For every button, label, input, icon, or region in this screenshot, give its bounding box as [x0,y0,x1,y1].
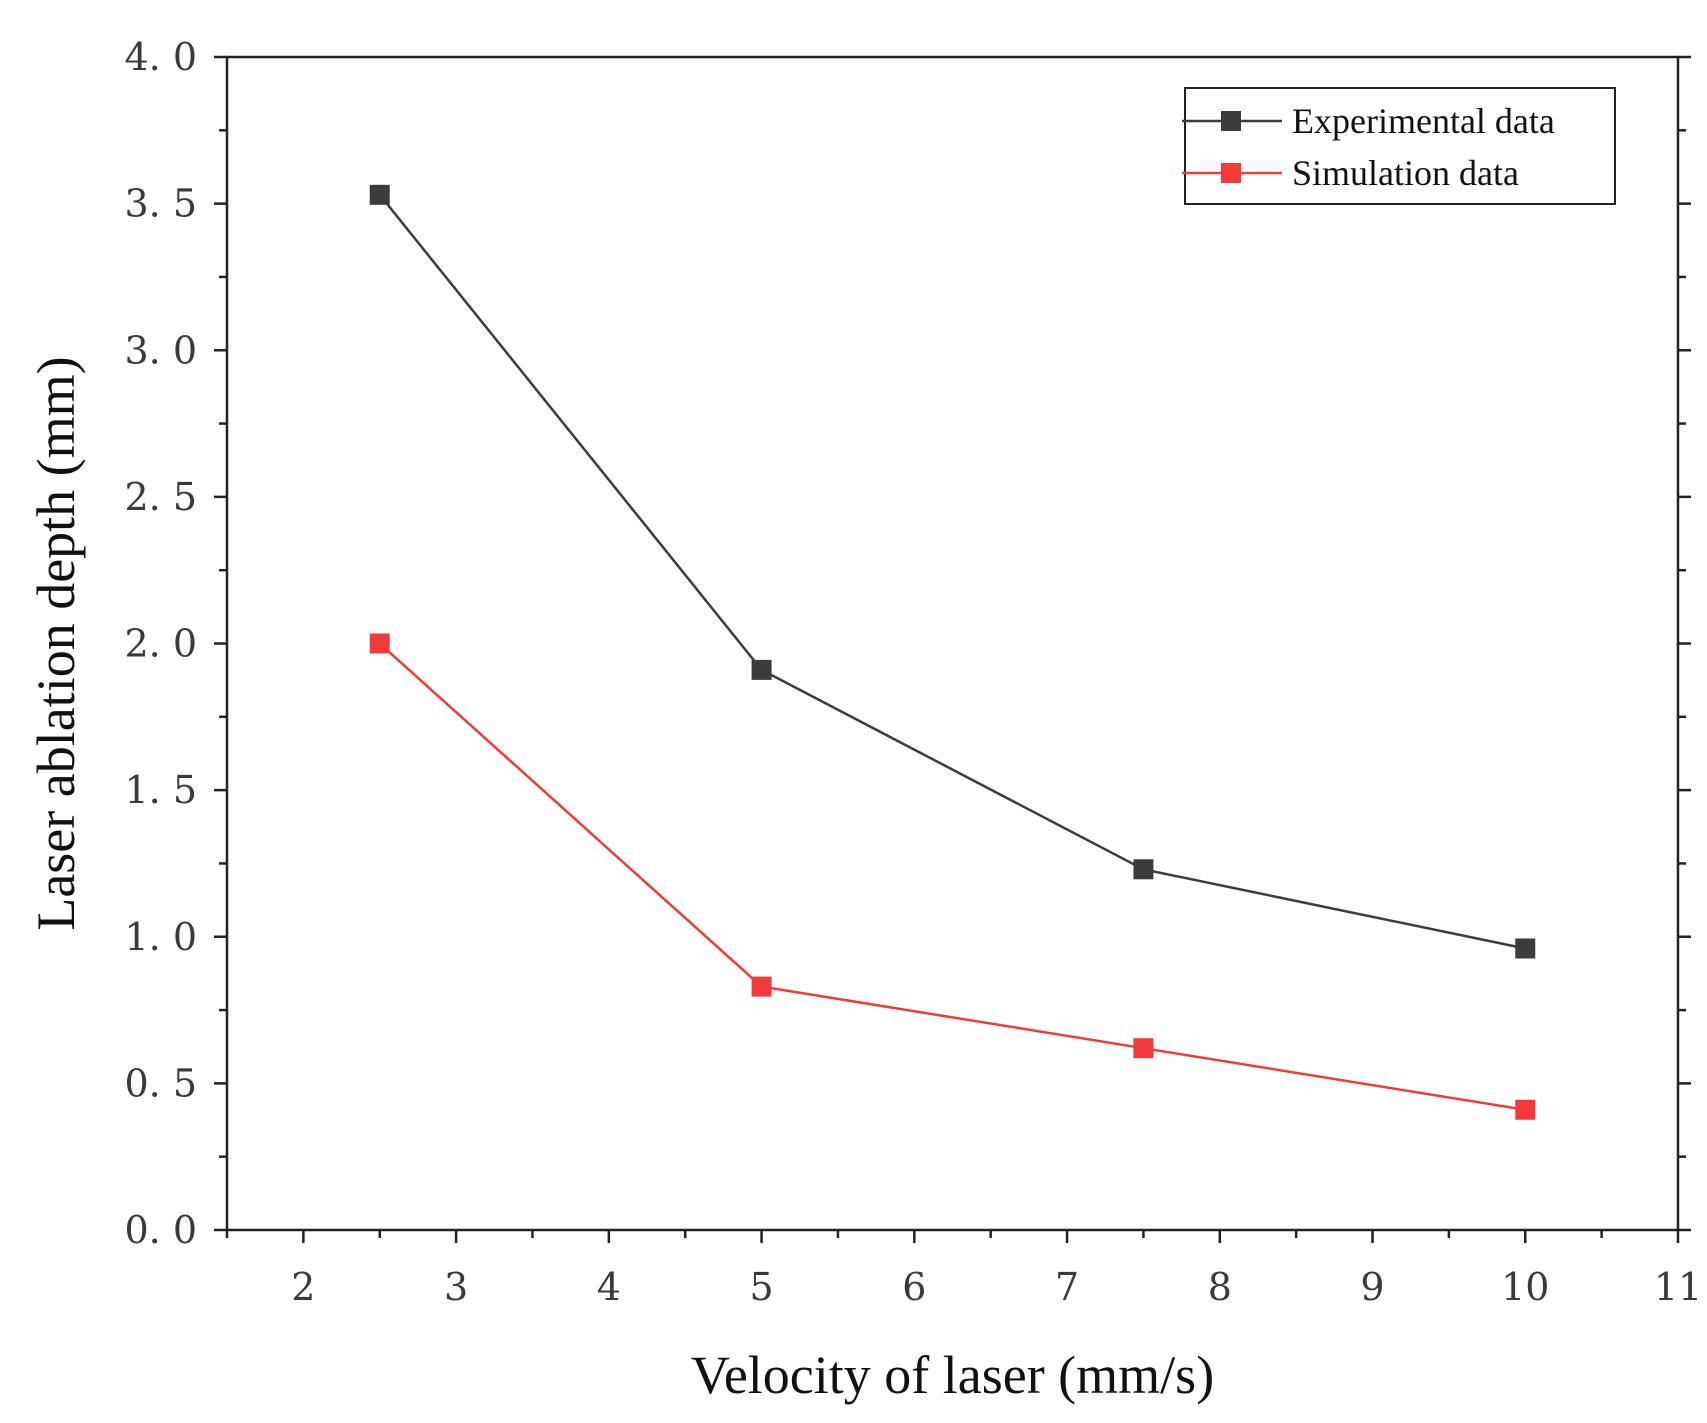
data-point-marker [1133,859,1154,880]
y-tick-label: 1. 0 [124,915,197,959]
x-axis-title: Velocity of laser (mm/s) [691,1345,1214,1405]
x-tick-label: 4 [597,1265,621,1309]
data-point-marker [1515,1099,1536,1120]
major-ticks [214,55,1691,1243]
data-point-marker [751,976,772,997]
data-point-marker [1515,938,1536,959]
legend-box [1184,87,1616,205]
x-tick-label: 6 [902,1265,926,1309]
tick-labels: 2 3 4 5 6 7 8 9 10 11 0. 0 0. 5 1. 0 1. 5 2. 0 2. 5 3. 0… [124,35,1702,1309]
data-point-marker [369,633,390,654]
legend-entry-experimental: Experimental data [1182,101,1555,141]
data-point-marker [369,184,390,205]
series-simulation [369,633,1536,1120]
data-point-marker [751,659,772,680]
y-tick-label: 3. 5 [124,182,197,226]
x-tick-label: 5 [749,1265,773,1309]
legend-marker-simulation [1221,163,1241,183]
legend-label-simulation: Simulation data [1292,153,1519,193]
series-line [378,194,1526,950]
y-axis-title: Laser ablation depth (mm) [26,356,86,930]
y-tick-label: 2. 0 [124,622,197,666]
x-tick-label: 10 [1501,1265,1549,1309]
y-tick-label: 2. 5 [124,475,197,519]
legend-label-experimental: Experimental data [1292,101,1555,141]
y-tick-label: 4. 0 [124,35,197,79]
x-tick-label: 11 [1654,1265,1702,1309]
y-tick-label: 0. 0 [124,1208,197,1252]
data-point-marker [1133,1038,1154,1059]
x-tick-label: 8 [1208,1265,1232,1309]
minor-ticks [219,129,1686,1238]
series-layer [369,184,1536,1120]
x-tick-label: 9 [1360,1265,1384,1309]
legend-marker-experimental [1221,111,1241,131]
y-tick-label: 0. 5 [124,1061,197,1105]
legend-entry-simulation: Simulation data [1182,153,1519,193]
series-line [378,642,1526,1112]
legend: Experimental data Simulation data [1182,87,1616,205]
x-tick-label: 3 [444,1265,468,1309]
x-tick-label: 2 [291,1265,315,1309]
series-experimental [369,184,1536,959]
y-tick-label: 3. 0 [124,328,197,372]
y-tick-label: 1. 5 [124,768,197,812]
plot-frame [225,55,1680,1232]
x-tick-label: 7 [1055,1265,1079,1309]
